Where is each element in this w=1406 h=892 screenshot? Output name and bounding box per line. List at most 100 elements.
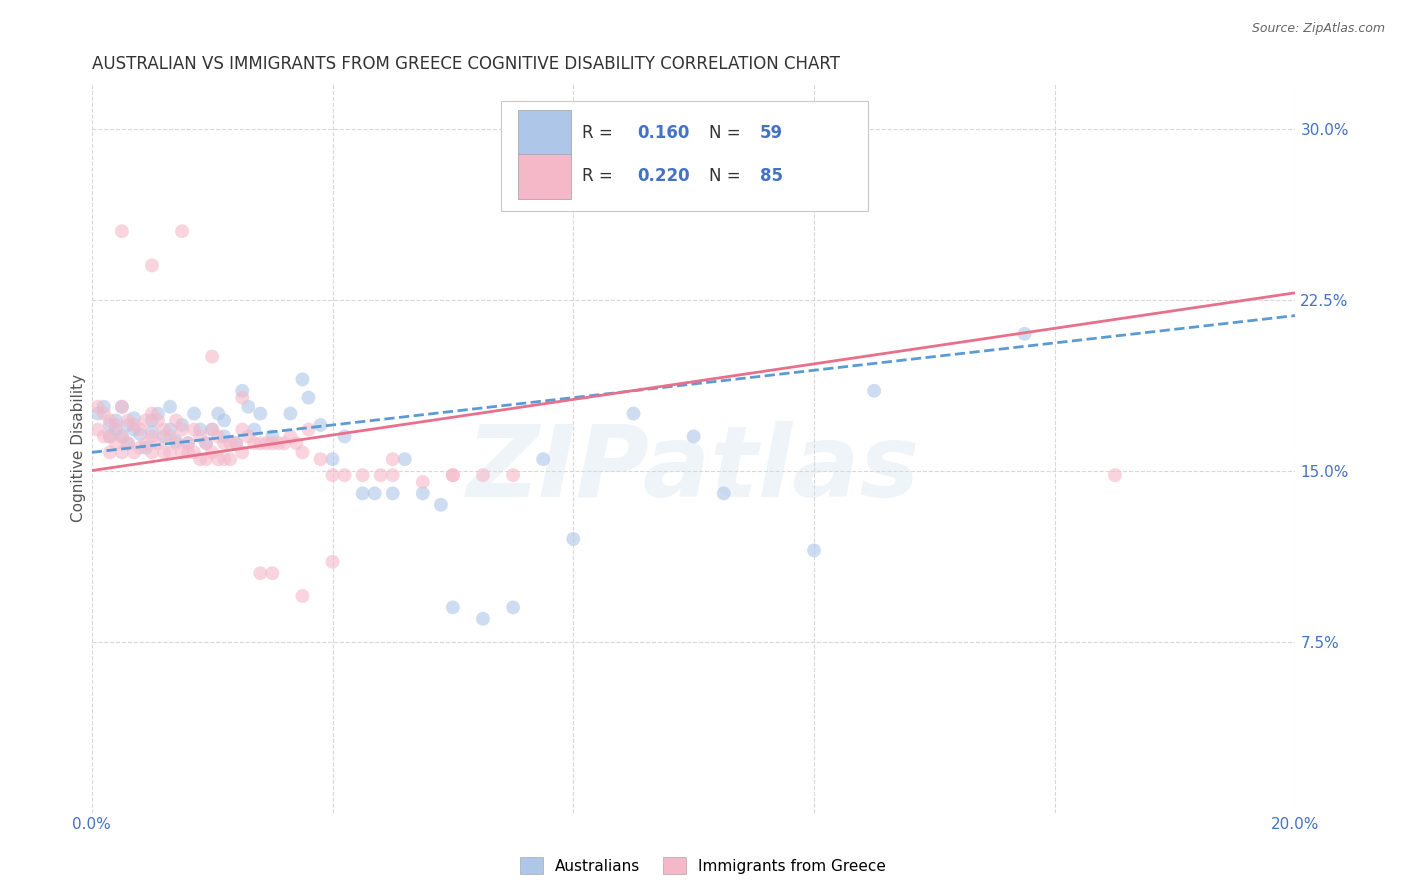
Point (249, 436, 271, 450)
Point (207, 407, 229, 421)
Text: R =: R = (582, 124, 617, 142)
Point (231, 384, 253, 398)
Point (225, 436, 247, 450)
Point (562, 532, 585, 546)
Point (122, 423, 145, 437)
Point (98, 429, 121, 443)
Point (238, 429, 260, 443)
Point (104, 423, 127, 437)
Point (502, 600, 524, 615)
Point (201, 445, 224, 459)
Point (122, 411, 145, 425)
Point (117, 436, 139, 450)
Point (141, 445, 163, 459)
Point (177, 436, 200, 450)
Point (153, 429, 176, 443)
Point (153, 445, 176, 459)
Point (98, 429, 121, 443)
Point (183, 407, 205, 421)
Text: 0.220: 0.220 (637, 168, 690, 186)
Point (212, 413, 235, 427)
Point (280, 407, 302, 421)
Text: 59: 59 (759, 124, 783, 142)
Point (212, 452, 235, 467)
Point (159, 429, 181, 443)
Point (430, 498, 453, 512)
Point (412, 486, 434, 500)
Point (267, 436, 290, 450)
Text: AUSTRALIAN VS IMMIGRANTS FROM GREECE COGNITIVE DISABILITY CORRELATION CHART: AUSTRALIAN VS IMMIGRANTS FROM GREECE COG… (91, 55, 839, 73)
Point (381, 452, 404, 467)
Point (280, 429, 302, 443)
Point (98, 445, 121, 459)
FancyBboxPatch shape (501, 102, 868, 211)
Point (165, 434, 187, 448)
Point (231, 391, 253, 405)
Point (153, 423, 176, 437)
Point (159, 445, 181, 459)
Point (170, 417, 193, 432)
Point (111, 400, 134, 414)
Point (188, 423, 211, 437)
Point (623, 407, 645, 421)
Point (333, 429, 356, 443)
Point (381, 486, 404, 500)
Point (713, 486, 735, 500)
Point (93, 429, 115, 443)
Point (170, 423, 193, 437)
Point (129, 427, 152, 442)
Point (165, 413, 187, 427)
Point (129, 441, 152, 455)
Point (165, 436, 187, 450)
Point (188, 429, 211, 443)
Point (129, 423, 152, 437)
Point (297, 391, 319, 405)
Point (170, 224, 193, 238)
Point (207, 452, 229, 467)
Point (370, 468, 392, 483)
Point (122, 445, 145, 459)
Point (98, 417, 121, 432)
Point (249, 407, 271, 421)
Point (333, 468, 356, 483)
Point (262, 436, 284, 450)
Point (381, 468, 404, 483)
Point (297, 423, 319, 437)
Point (249, 566, 271, 581)
Point (117, 436, 139, 450)
Point (159, 400, 181, 414)
Point (141, 425, 163, 439)
Point (285, 436, 308, 450)
Point (111, 224, 134, 238)
Point (146, 407, 169, 421)
Point (87, 400, 110, 414)
Point (98, 413, 121, 427)
Point (146, 413, 169, 427)
Point (291, 445, 314, 459)
FancyBboxPatch shape (517, 111, 571, 155)
Text: N =: N = (709, 124, 747, 142)
Point (352, 486, 374, 500)
Point (195, 436, 218, 450)
Point (135, 413, 157, 427)
Point (177, 445, 200, 459)
Point (412, 475, 434, 489)
Text: R =: R = (582, 168, 617, 186)
Point (472, 612, 495, 626)
Point (93, 407, 115, 421)
Text: Source: ZipAtlas.com: Source: ZipAtlas.com (1251, 22, 1385, 36)
Point (682, 429, 704, 443)
Point (141, 429, 163, 443)
Point (195, 436, 218, 450)
Point (135, 441, 157, 455)
Point (104, 436, 127, 450)
Point (111, 429, 134, 443)
Point (291, 589, 314, 603)
Point (93, 400, 115, 414)
Text: 85: 85 (759, 168, 783, 186)
Y-axis label: Cognitive Disability: Cognitive Disability (72, 374, 86, 522)
FancyBboxPatch shape (517, 154, 571, 199)
Point (201, 423, 224, 437)
Point (322, 452, 344, 467)
Point (183, 445, 205, 459)
